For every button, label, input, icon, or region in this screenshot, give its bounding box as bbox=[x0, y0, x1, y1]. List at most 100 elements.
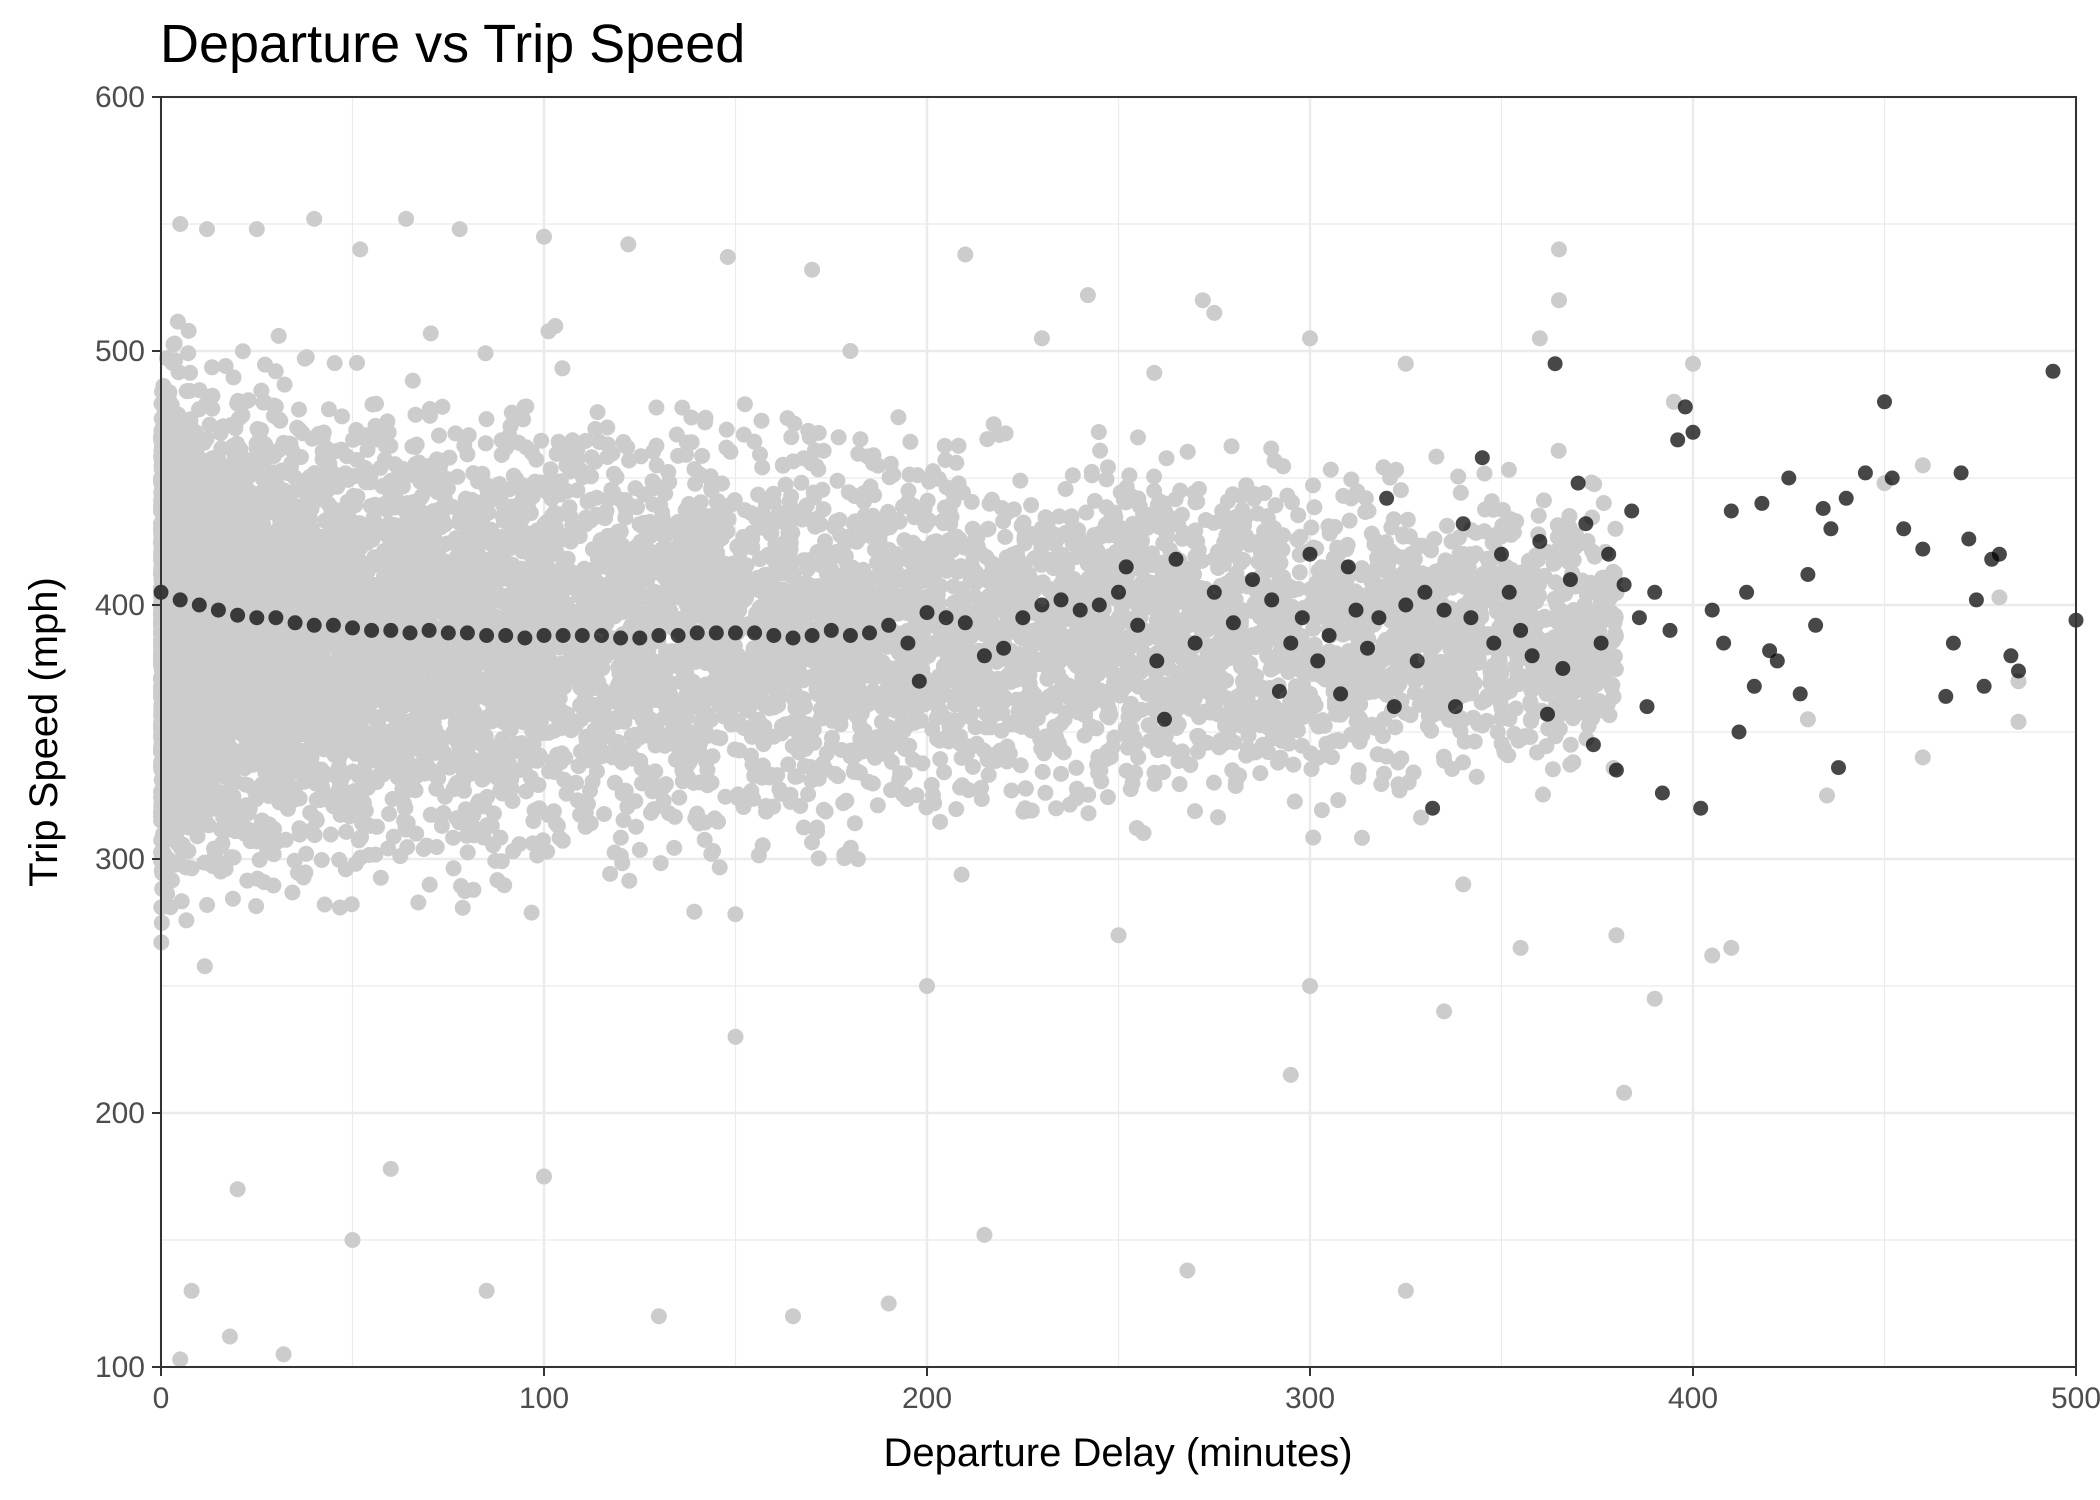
raw-point bbox=[997, 528, 1014, 545]
raw-point bbox=[248, 898, 265, 915]
raw-point bbox=[270, 327, 287, 344]
raw-point bbox=[815, 442, 832, 459]
raw-point bbox=[573, 462, 590, 479]
raw-point bbox=[694, 447, 711, 464]
raw-point bbox=[523, 904, 540, 921]
chart-title: Departure vs Trip Speed bbox=[160, 14, 745, 74]
raw-point bbox=[493, 853, 510, 870]
raw-point bbox=[815, 801, 832, 818]
raw-point bbox=[830, 429, 847, 446]
raw-point bbox=[1053, 765, 1069, 782]
raw-point bbox=[569, 482, 586, 499]
raw-point bbox=[316, 896, 333, 913]
raw-point bbox=[493, 432, 510, 449]
raw-point bbox=[795, 819, 812, 836]
raw-point bbox=[1322, 461, 1339, 478]
raw-point bbox=[950, 437, 967, 454]
raw-point bbox=[1305, 620, 1322, 637]
raw-point bbox=[483, 536, 499, 552]
raw-point bbox=[422, 806, 439, 823]
raw-point bbox=[239, 872, 256, 889]
raw-point bbox=[1476, 465, 1493, 482]
raw-point bbox=[249, 421, 266, 437]
raw-point bbox=[1428, 448, 1445, 465]
raw-point bbox=[1280, 735, 1297, 752]
raw-point bbox=[1012, 472, 1029, 489]
raw-point bbox=[180, 345, 197, 362]
raw-point bbox=[612, 829, 629, 846]
raw-point bbox=[1263, 440, 1280, 457]
raw-point bbox=[1562, 756, 1579, 773]
raw-point bbox=[828, 513, 845, 530]
raw-point bbox=[1266, 452, 1283, 469]
raw-point bbox=[1595, 495, 1612, 511]
raw-point bbox=[255, 458, 272, 475]
raw-point bbox=[717, 788, 734, 805]
raw-point bbox=[1406, 684, 1423, 701]
raw-point bbox=[577, 818, 594, 835]
raw-point bbox=[1426, 531, 1443, 547]
raw-point bbox=[936, 437, 953, 454]
raw-point bbox=[1305, 477, 1321, 494]
raw-point bbox=[628, 818, 644, 835]
raw-point bbox=[1392, 482, 1409, 499]
raw-point bbox=[225, 369, 242, 386]
raw-point bbox=[1549, 517, 1566, 534]
raw-point bbox=[1080, 786, 1097, 803]
raw-point bbox=[369, 818, 385, 835]
raw-point bbox=[589, 404, 606, 421]
raw-point bbox=[617, 509, 634, 526]
raw-point bbox=[1187, 803, 1203, 820]
raw-point bbox=[696, 831, 713, 848]
raw-point bbox=[666, 839, 683, 856]
raw-point bbox=[362, 474, 379, 491]
raw-point bbox=[1068, 759, 1085, 776]
raw-point bbox=[1375, 459, 1392, 476]
raw-point bbox=[230, 410, 247, 427]
raw-point bbox=[1260, 744, 1277, 761]
raw-point bbox=[648, 457, 665, 474]
raw-point bbox=[477, 345, 494, 362]
raw-point bbox=[1562, 736, 1579, 753]
raw-point bbox=[320, 401, 337, 418]
raw-point bbox=[869, 797, 886, 814]
raw-point bbox=[454, 899, 471, 916]
raw-point bbox=[621, 872, 638, 889]
raw-point bbox=[407, 406, 424, 423]
raw-point bbox=[1584, 543, 1601, 560]
raw-point bbox=[277, 831, 294, 848]
raw-point bbox=[1146, 775, 1163, 792]
raw-point bbox=[1272, 749, 1289, 766]
raw-point bbox=[718, 421, 735, 438]
raw-point bbox=[1324, 749, 1340, 766]
raw-point bbox=[1306, 499, 1323, 516]
raw-point bbox=[829, 472, 846, 489]
raw-point bbox=[606, 465, 622, 482]
raw-point bbox=[845, 515, 862, 532]
raw-point bbox=[284, 884, 301, 901]
raw-point bbox=[936, 764, 953, 781]
raw-point bbox=[835, 795, 852, 812]
raw-point bbox=[313, 852, 330, 868]
raw-point bbox=[979, 431, 996, 448]
raw-point bbox=[196, 854, 213, 871]
raw-point bbox=[1098, 471, 1115, 488]
raw-point bbox=[1130, 749, 1147, 766]
raw-point bbox=[852, 431, 869, 448]
raw-point bbox=[178, 912, 195, 929]
raw-point bbox=[726, 741, 743, 758]
raw-point bbox=[1393, 750, 1410, 767]
raw-point bbox=[286, 852, 303, 869]
raw-point bbox=[1313, 802, 1330, 819]
raw-point bbox=[334, 408, 350, 425]
raw-point bbox=[434, 398, 451, 415]
raw-point bbox=[932, 751, 949, 768]
raw-point bbox=[256, 874, 272, 891]
raw-point bbox=[298, 845, 315, 862]
raw-point bbox=[803, 772, 820, 789]
raw-point bbox=[631, 841, 648, 858]
raw-point bbox=[178, 383, 195, 400]
raw-point bbox=[727, 906, 744, 923]
raw-point bbox=[381, 805, 398, 822]
